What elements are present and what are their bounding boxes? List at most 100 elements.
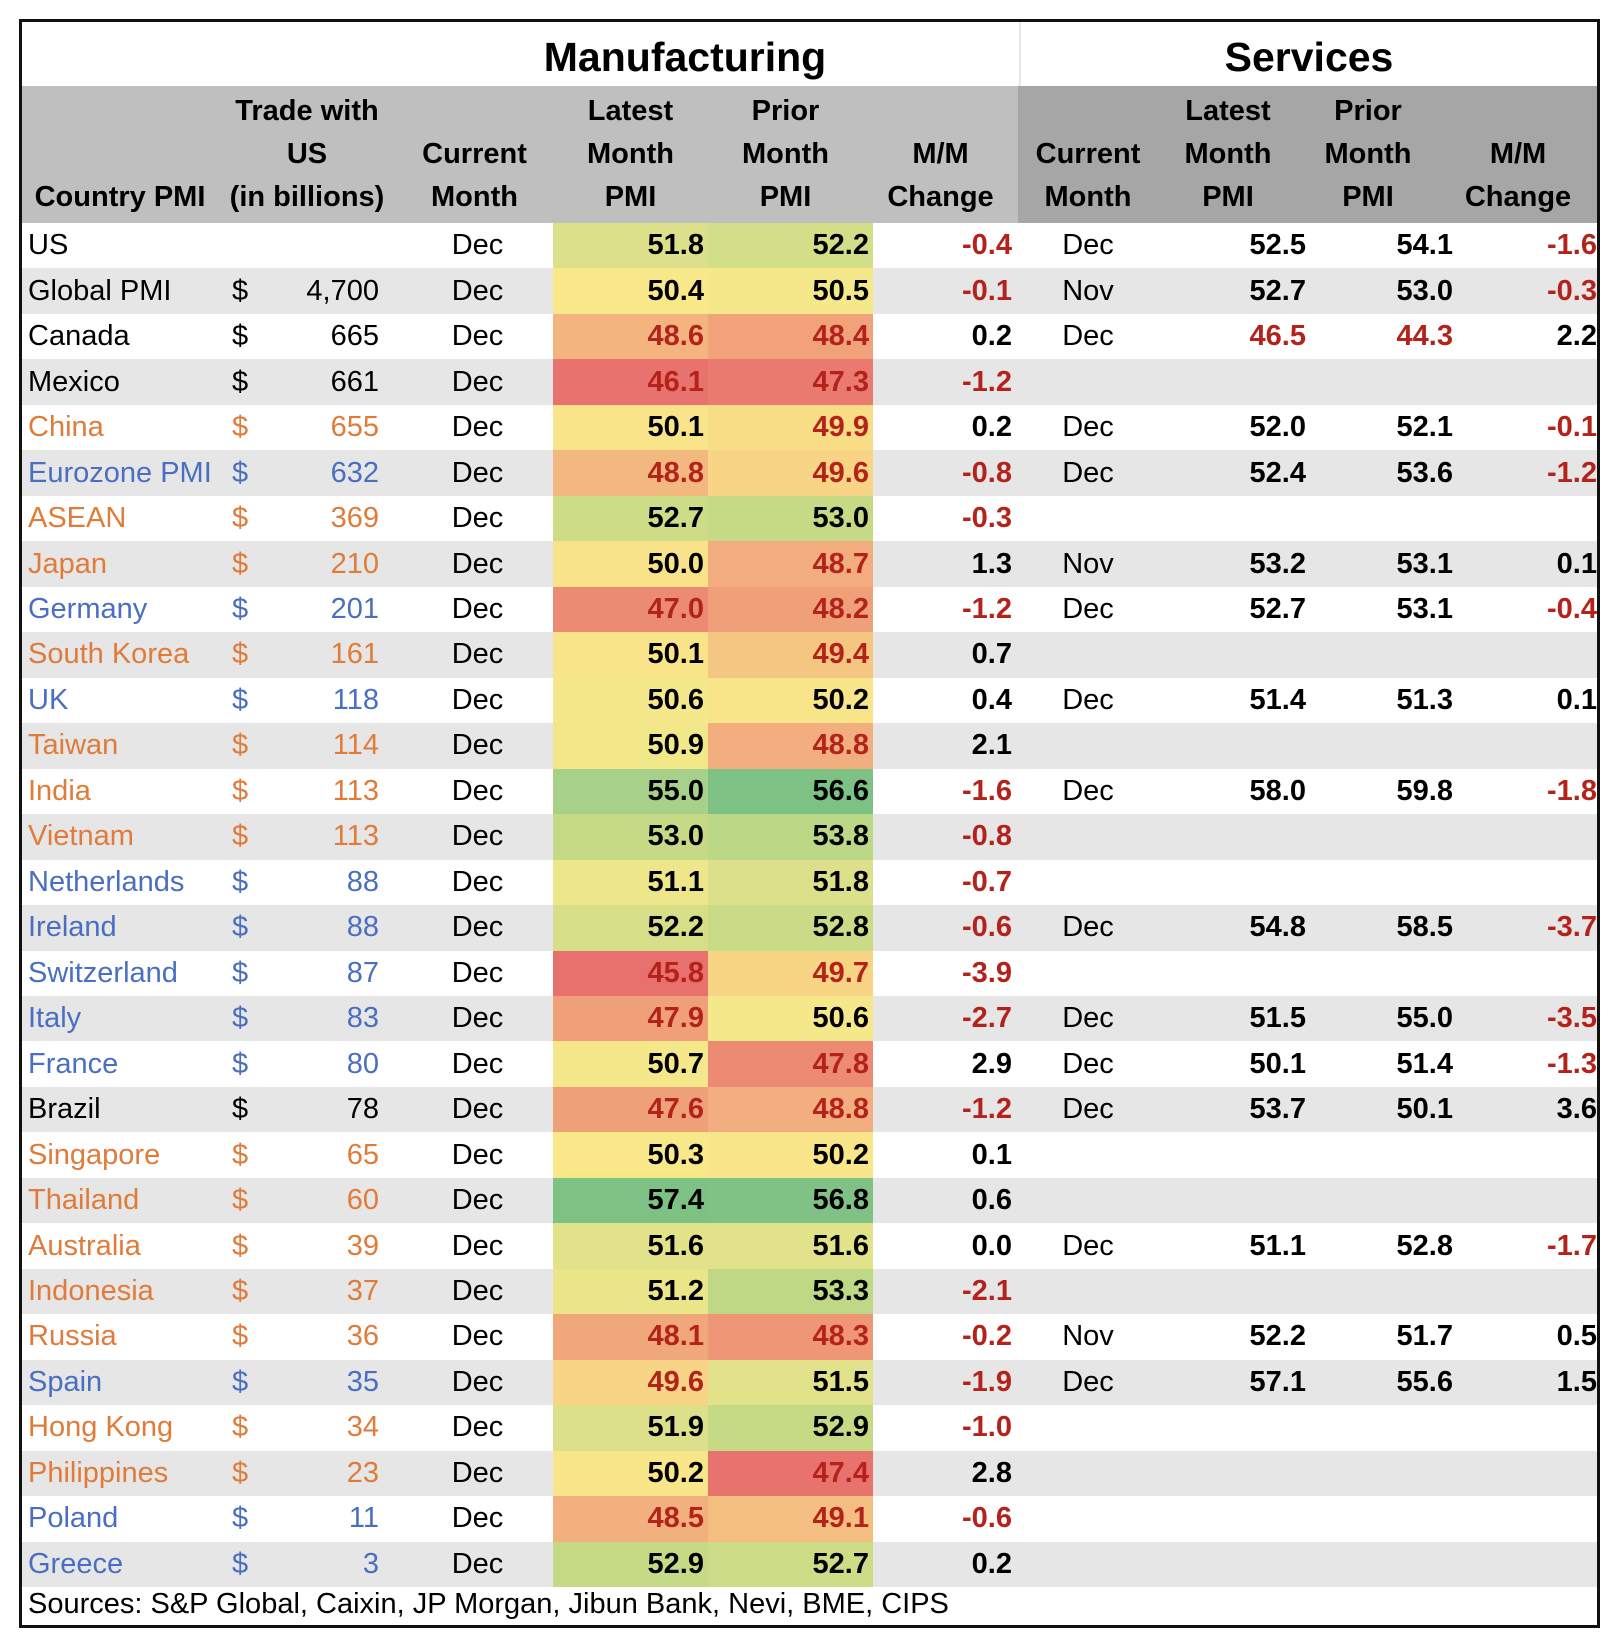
header-line: Trade with [235,95,379,127]
mfg-prior-pmi: 51.8 [708,859,873,906]
trade-value: 88 [346,865,379,898]
table-row: Switzerland $87 Dec 45.8 49.7 -3.9 [22,950,1597,996]
country-name: Ireland [28,911,117,944]
svc-mm-change [1453,1542,1597,1587]
table-row: Greece $3 Dec 52.9 52.7 0.2 [22,1541,1597,1588]
header-line: Change [887,181,994,213]
header-line: Current [422,138,527,170]
table-row: Poland $11 Dec 48.5 49.1 -0.6 [22,1496,1597,1542]
svc-current-month [1018,1132,1158,1177]
trade-value: 4,700 [306,274,379,307]
trade-value: 210 [330,547,379,580]
mfg-latest-pmi: 45.8 [553,950,708,996]
currency-symbol: $ [232,1411,249,1444]
svc-prior-pmi: 52.8 [1396,1229,1453,1262]
table-row: Eurozone PMI $632 Dec 48.8 49.6 -0.8 Dec 52.4 53… [22,450,1597,496]
trade-value: 83 [346,1002,379,1035]
svc-mm-change: -3.5 [1547,1002,1597,1035]
header-svc-latest: Latest Month PMI [1158,86,1298,223]
mfg-current-month: Dec [451,865,504,898]
svc-latest-pmi: 51.5 [1249,1002,1306,1035]
table-row: Thailand $60 Dec 57.4 56.8 0.6 [22,1177,1597,1224]
svc-mm-change [1453,1178,1597,1223]
manufacturing-title: Manufacturing [543,34,827,80]
svc-latest-pmi: 51.1 [1249,1229,1306,1262]
svc-latest-pmi: 58.0 [1249,774,1306,807]
header-line: Month [742,138,829,170]
svc-latest-pmi [1158,1178,1306,1223]
svc-mm-change [1453,723,1597,768]
currency-symbol: $ [232,683,249,716]
mfg-latest-pmi: 53.0 [553,814,708,860]
mfg-mm-change: -0.6 [962,1502,1012,1535]
svc-prior-pmi: 50.1 [1396,1093,1453,1126]
svc-mm-change [1453,1405,1597,1450]
svc-prior-pmi: 55.0 [1396,1002,1453,1035]
currency-symbol: $ [232,365,249,398]
svc-latest-pmi: 50.1 [1249,1047,1306,1080]
mfg-mm-change: 1.3 [971,547,1012,580]
svc-latest-pmi [1158,951,1306,996]
mfg-prior-pmi: 52.9 [708,1405,873,1451]
mfg-current-month: Dec [451,1093,504,1126]
svc-mm-change: 1.5 [1556,1365,1597,1398]
header-line: Current [1035,138,1141,170]
header-line: Latest [1185,95,1271,127]
services-header-band [1018,86,1597,223]
svc-current-month [1018,359,1158,404]
mfg-current-month: Dec [451,911,504,944]
country-name: Italy [28,1002,82,1035]
trade-value: 201 [330,592,379,625]
country-name: Japan [28,547,108,580]
svc-prior-pmi: 54.1 [1396,229,1453,262]
country-name: Hong Kong [28,1411,174,1444]
svc-mm-change: 0.1 [1556,683,1597,716]
mfg-latest-pmi: 51.8 [553,223,708,269]
table-row: Philippines $23 Dec 50.2 47.4 2.8 [22,1450,1597,1497]
mfg-mm-change: 0.4 [971,683,1012,716]
mfg-current-month: Dec [451,1229,504,1262]
country-name: Germany [28,592,148,625]
mfg-latest-pmi: 50.1 [553,404,708,451]
trade-value: 88 [346,911,379,944]
header-svc-month: Current Month [1018,86,1158,223]
trade-value: 23 [346,1456,379,1489]
mfg-current-month: Dec [451,956,504,989]
country-name: Poland [28,1502,119,1535]
table-row: Australia $39 Dec 51.6 51.6 0.0 Dec 51.1 52.8 -1.… [22,1223,1597,1269]
mfg-latest-pmi: 51.9 [553,1405,708,1451]
currency-symbol: $ [232,774,249,807]
sources-footnote: Sources: S&P Global, Caixin, JP Morgan, … [28,1588,949,1620]
trade-value: 118 [332,683,379,716]
mfg-prior-pmi: 49.1 [708,1496,873,1542]
svc-mm-change [1453,632,1597,677]
trade-value: 37 [346,1275,379,1308]
header-line: Prior [1334,95,1402,127]
trade-value: 161 [330,638,379,671]
svc-prior-pmi [1306,359,1453,404]
svc-latest-pmi: 54.8 [1249,911,1306,944]
mfg-mm-change: 2.8 [971,1456,1012,1489]
mfg-latest-pmi: 50.7 [553,1041,708,1087]
svc-current-month [1018,1496,1158,1541]
mfg-current-month: Dec [451,456,504,489]
svc-mm-change: -0.3 [1547,274,1597,307]
table-row: Global PMI $4,700 Dec 50.4 50.5 -0.1 Nov 52.7 53… [22,268,1597,314]
mfg-latest-pmi: 46.1 [553,359,708,405]
svc-current-month [1018,1405,1158,1450]
header-line: Change [1464,181,1572,213]
svc-mm-change [1453,1496,1597,1541]
mfg-latest-pmi: 52.2 [553,905,708,951]
currency-symbol [232,223,262,268]
mfg-mm-change: 0.6 [971,1184,1012,1217]
svc-prior-pmi [1306,723,1453,768]
svc-mm-change [1453,951,1597,996]
svc-latest-pmi: 52.4 [1249,456,1306,489]
mfg-prior-pmi: 47.3 [708,359,873,405]
header-mfg-prior: Prior Month PMI [708,86,863,223]
header-line: PMI [759,181,812,213]
table-row: Vietnam $113 Dec 53.0 53.8 -0.8 [22,814,1597,860]
svc-mm-change: -1.2 [1547,456,1597,489]
country-name: Indonesia [28,1275,154,1308]
currency-symbol: $ [232,1093,249,1126]
